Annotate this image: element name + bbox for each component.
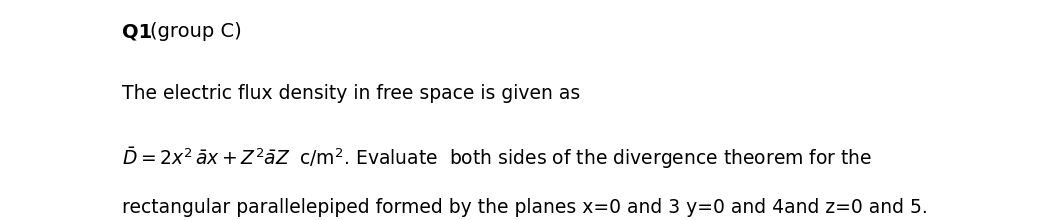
- Text: rectangular parallelepiped formed by the planes x=0 and 3 y=0 and 4and z=0 and 5: rectangular parallelepiped formed by the…: [122, 198, 927, 217]
- Text: Q1: Q1: [122, 22, 153, 41]
- Text: (group C): (group C): [151, 22, 242, 41]
- Text: $\bar{D} = 2x^2\,\bar{a}x + Z^2\bar{a}Z\;$ c/m$^2$. Evaluate  both sides of the : $\bar{D} = 2x^2\,\bar{a}x + Z^2\bar{a}Z\…: [122, 145, 872, 171]
- Text: The electric flux density in free space is given as: The electric flux density in free space …: [122, 84, 580, 103]
